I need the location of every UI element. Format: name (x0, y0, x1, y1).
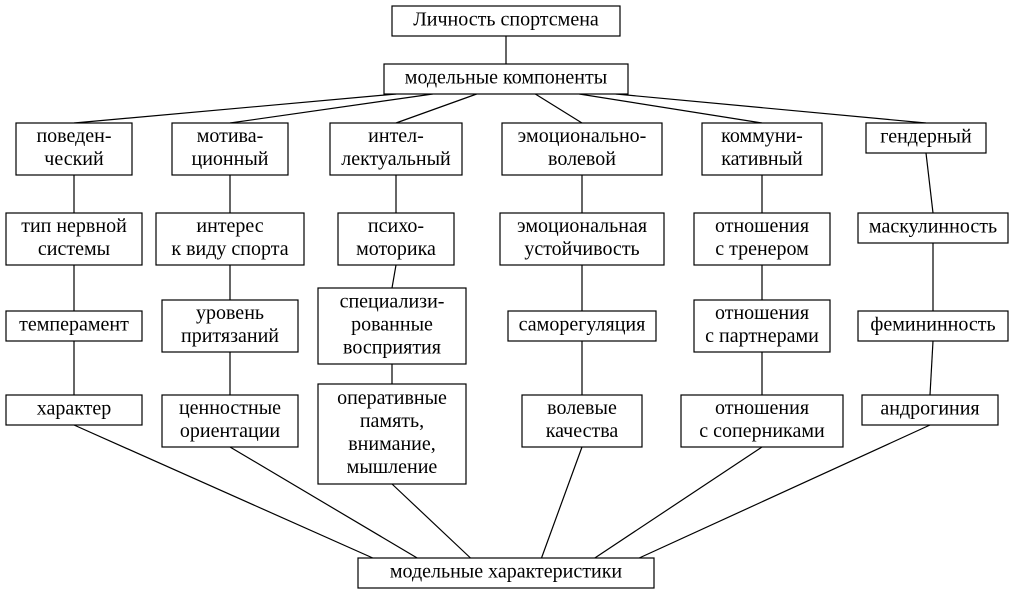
node-label: отношения (715, 215, 809, 237)
node-label: восприятия (343, 337, 441, 359)
node-c1c: характер (6, 395, 142, 425)
edge (926, 153, 933, 213)
edges-layer (74, 36, 933, 558)
node-label: ценностные (179, 397, 281, 419)
node-label: эмоциональная (517, 215, 647, 237)
node-label: кативный (721, 148, 803, 170)
node-c4b: саморегуляция (508, 311, 656, 341)
node-label: ционный (192, 148, 269, 170)
node-label: память, (360, 410, 424, 432)
node-c1: поведен-ческий (16, 123, 132, 175)
node-c6b: фемининность (858, 311, 1008, 341)
edge (542, 447, 583, 558)
node-c5a: отношенияс тренером (694, 213, 830, 265)
node-label: устойчивость (524, 238, 639, 260)
node-label: внимание, (348, 433, 436, 455)
node-label: с соперниками (699, 420, 825, 442)
node-c3a: психо-моторика (338, 213, 454, 265)
edge (595, 447, 762, 558)
node-label: отношения (715, 397, 809, 419)
node-c1a: тип нервнойсистемы (6, 213, 142, 265)
node-label: Личность спортсмена (413, 9, 599, 31)
node-label: ческий (44, 148, 104, 170)
node-label: моторика (356, 238, 436, 260)
node-label: ориентации (180, 420, 281, 442)
node-label: психо- (368, 215, 424, 237)
node-label: интерес (196, 215, 263, 237)
node-c2b: уровеньпритязаний (162, 300, 298, 352)
node-c5c: отношенияс соперниками (681, 395, 843, 447)
node-label: коммуни- (721, 125, 803, 147)
node-c6: гендерный (866, 123, 986, 153)
node-label: интел- (368, 125, 424, 147)
node-c2a: интереск виду спорта (156, 213, 304, 265)
node-c2c: ценностныеориентации (162, 395, 298, 447)
node-label: волевые (547, 397, 617, 419)
node-label: с партнерами (705, 325, 819, 347)
node-label: притязаний (181, 325, 279, 347)
node-model: модельные компоненты (384, 64, 628, 94)
node-label: характер (37, 398, 112, 420)
node-label: уровень (196, 302, 264, 324)
node-c5: коммуни-кативный (702, 123, 822, 175)
node-label: системы (38, 238, 110, 260)
node-label: гендерный (880, 126, 972, 148)
node-c4c: волевыекачества (522, 395, 642, 447)
edge (579, 94, 762, 123)
node-label: модельные компоненты (405, 67, 607, 89)
edge (396, 94, 477, 123)
diagram-canvas: Личность спортсмена модельные компоненты п… (0, 0, 1012, 604)
node-label: фемининность (870, 314, 995, 336)
node-bottom: модельные характеристики (358, 558, 654, 588)
edge (392, 265, 396, 288)
node-c6c: андрогиния (862, 395, 998, 425)
node-label: андрогиния (880, 398, 979, 420)
edge (74, 94, 396, 123)
node-label: мышление (347, 456, 438, 478)
node-label: мотива- (197, 125, 264, 147)
node-c4a: эмоциональнаяустойчивость (500, 213, 664, 265)
node-label: рованные (351, 314, 433, 336)
node-label: поведен- (36, 125, 111, 147)
node-label: лектуальный (341, 148, 451, 170)
node-c3c: оперативныепамять,внимание,мышление (318, 384, 466, 484)
edge (230, 94, 433, 123)
node-root: Личность спортсмена (392, 6, 620, 36)
node-label: эмоционально- (518, 125, 647, 147)
node-label: темперамент (19, 314, 129, 336)
node-label: модельные характеристики (390, 561, 623, 583)
node-label: волевой (548, 148, 616, 170)
nodes-layer: Личность спортсмена модельные компоненты п… (6, 6, 1008, 588)
node-label: специализи- (340, 291, 445, 313)
node-c3: интел-лектуальный (330, 123, 462, 175)
node-label: маскулинность (869, 216, 997, 238)
node-c3b: специализи-рованныевосприятия (318, 288, 466, 364)
edge (930, 341, 933, 395)
node-c1b: темперамент (6, 311, 142, 341)
node-c2: мотива-ционный (172, 123, 288, 175)
node-label: к виду спорта (171, 238, 288, 260)
node-label: с тренером (715, 238, 809, 260)
node-c4: эмоционально-волевой (502, 123, 662, 175)
edge (616, 94, 926, 123)
edge (392, 484, 471, 558)
node-label: саморегуляция (519, 314, 646, 336)
edge (535, 94, 582, 123)
node-c6a: маскулинность (858, 213, 1008, 243)
node-label: качества (546, 420, 619, 442)
node-label: тип нервной (21, 215, 127, 237)
node-label: отношения (715, 302, 809, 324)
node-label: оперативные (337, 387, 447, 409)
node-c5b: отношенияс партнерами (694, 300, 830, 352)
